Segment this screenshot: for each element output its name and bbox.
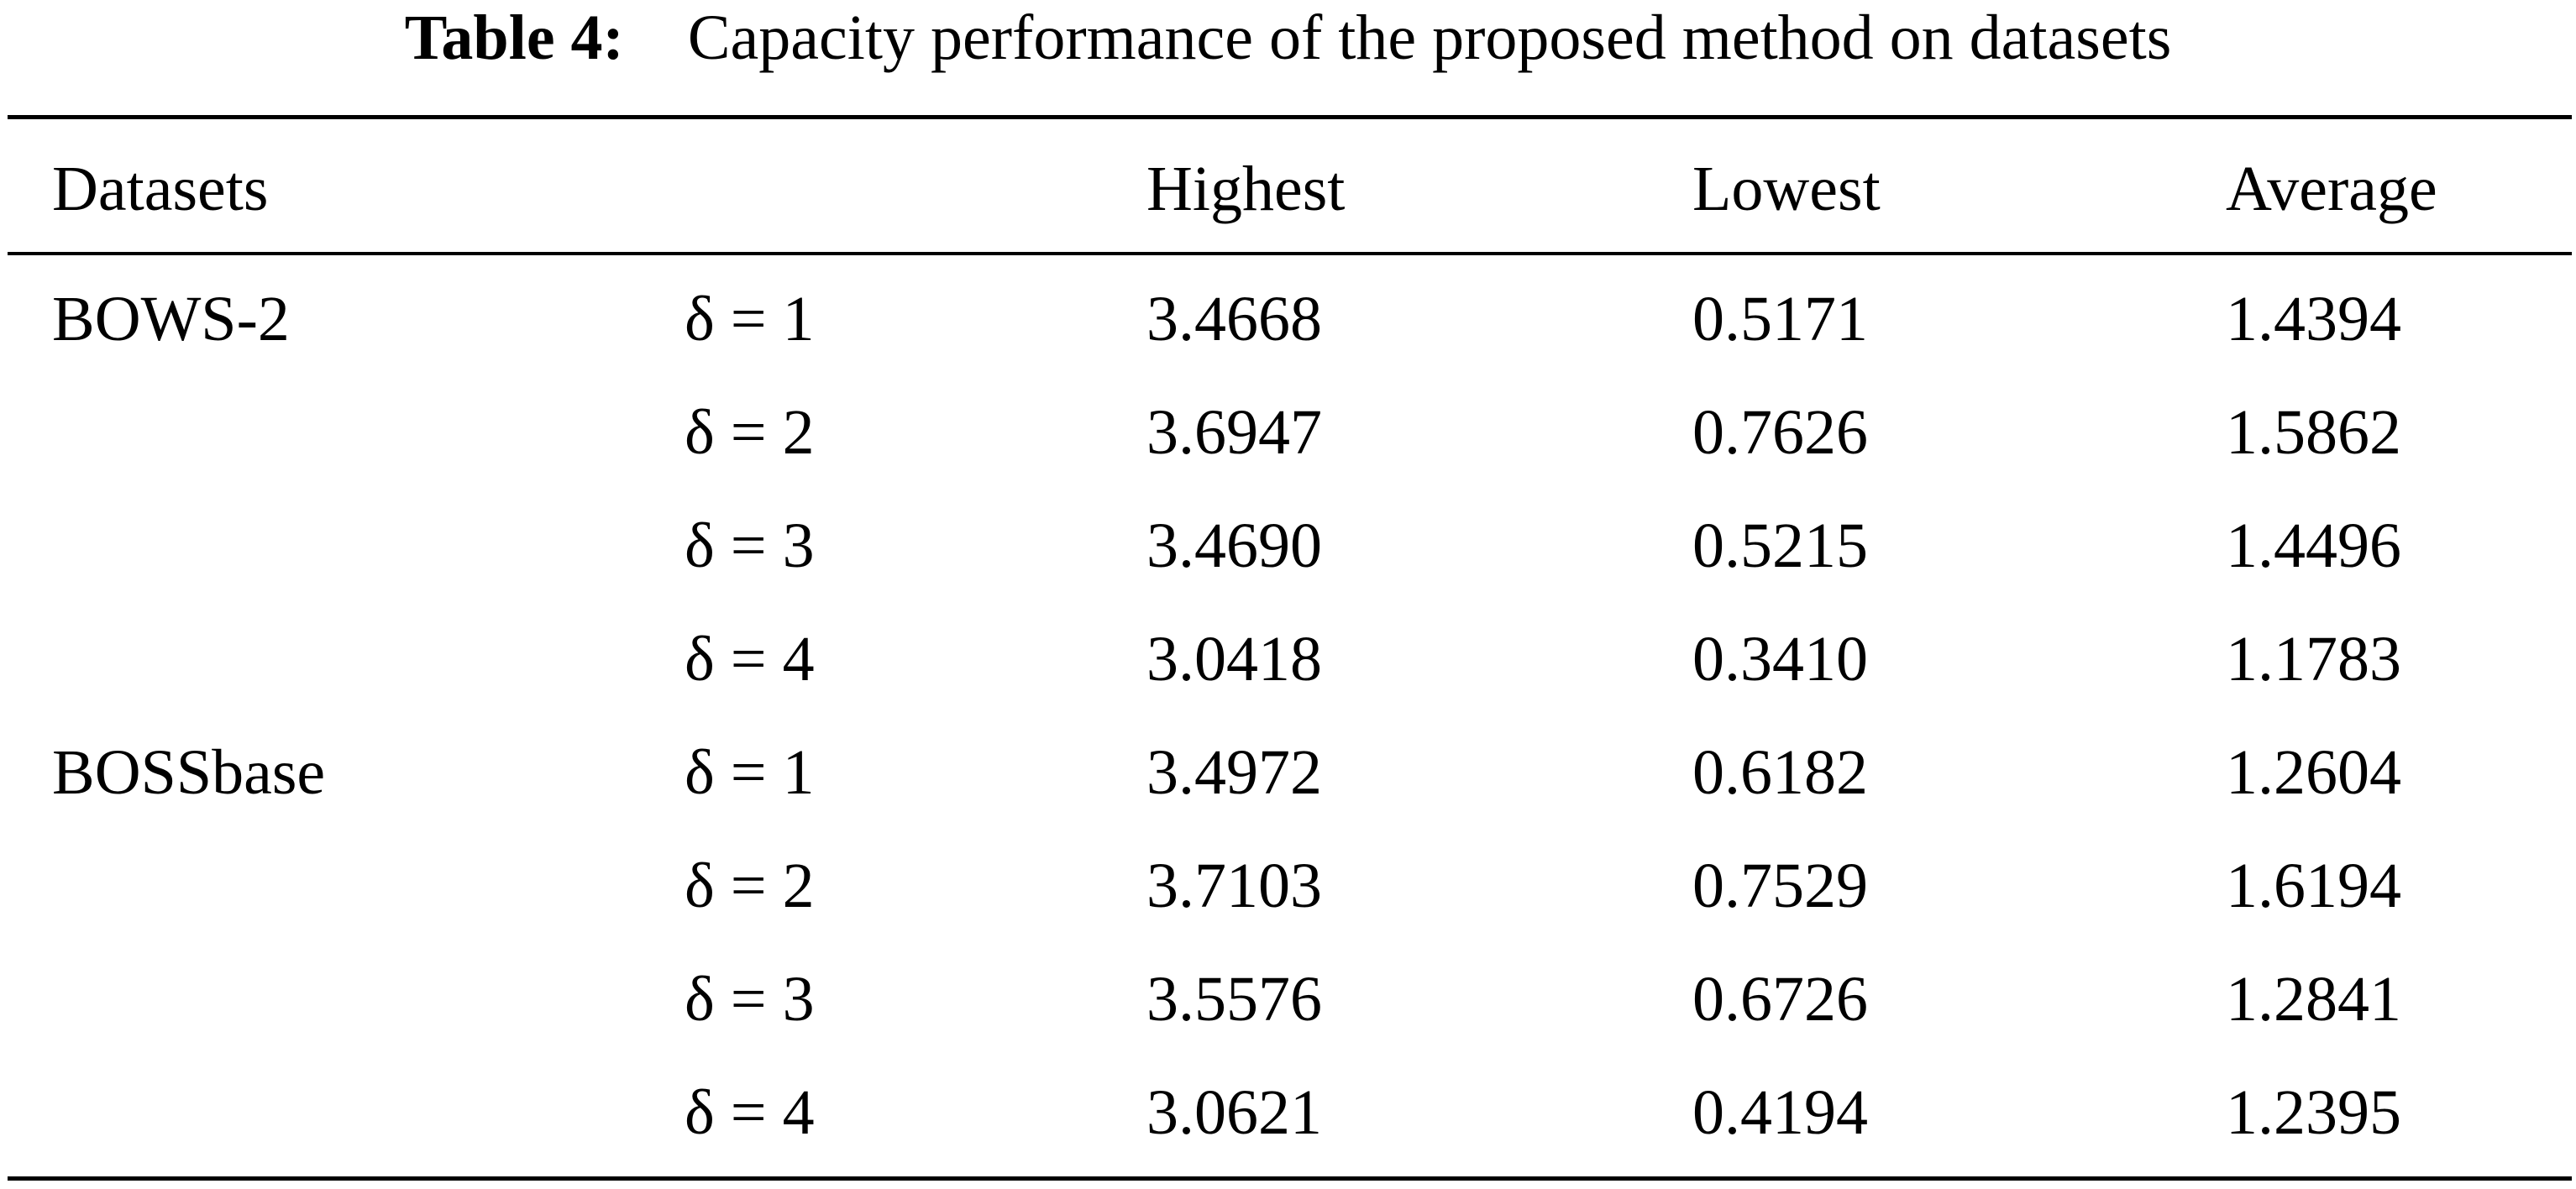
table-header-rule	[8, 252, 2572, 255]
delta-cell: δ = 3	[685, 964, 815, 1034]
delta-cell: δ = 1	[685, 737, 815, 808]
average-cell: 1.2604	[2226, 737, 2401, 808]
average-cell: 1.5862	[2226, 397, 2401, 468]
delta-cell: δ = 1	[685, 284, 815, 354]
delta-cell: δ = 4	[685, 1077, 815, 1148]
table-caption: Table 4: Capacity performance of the pro…	[0, 0, 2576, 84]
table-bottom-rule	[8, 1176, 2572, 1181]
column-header-lowest: Lowest	[1692, 154, 1881, 224]
lowest-cell: 0.7626	[1692, 397, 1868, 468]
column-header-highest: Highest	[1146, 154, 1346, 224]
highest-cell: 3.4690	[1146, 511, 1322, 581]
delta-cell: δ = 4	[685, 624, 815, 694]
delta-cell: δ = 2	[685, 851, 815, 921]
highest-cell: 3.5576	[1146, 964, 1322, 1034]
highest-cell: 3.4668	[1146, 284, 1322, 354]
column-header-average: Average	[2226, 154, 2437, 224]
highest-cell: 3.7103	[1146, 851, 1322, 921]
average-cell: 1.2395	[2226, 1077, 2401, 1148]
highest-cell: 3.0418	[1146, 624, 1322, 694]
lowest-cell: 0.3410	[1692, 624, 1868, 694]
lowest-cell: 0.6182	[1692, 737, 1868, 808]
lowest-cell: 0.4194	[1692, 1077, 1868, 1148]
delta-cell: δ = 3	[685, 511, 815, 581]
highest-cell: 3.4972	[1146, 737, 1322, 808]
column-header-datasets: Datasets	[52, 154, 269, 224]
average-cell: 1.4496	[2226, 511, 2401, 581]
lowest-cell: 0.5215	[1692, 511, 1868, 581]
dataset-cell: BOSSbase	[52, 737, 326, 808]
dataset-cell: BOWS-2	[52, 284, 290, 354]
table-caption-text: Capacity performance of the proposed met…	[687, 3, 2172, 73]
delta-cell: δ = 2	[685, 397, 815, 468]
lowest-cell: 0.7529	[1692, 851, 1868, 921]
table-caption-spacer	[640, 3, 672, 73]
highest-cell: 3.6947	[1146, 397, 1322, 468]
average-cell: 1.4394	[2226, 284, 2401, 354]
average-cell: 1.1783	[2226, 624, 2401, 694]
table-caption-label: Table 4:	[404, 3, 624, 73]
lowest-cell: 0.6726	[1692, 964, 1868, 1034]
highest-cell: 3.0621	[1146, 1077, 1322, 1148]
average-cell: 1.6194	[2226, 851, 2401, 921]
table-top-rule	[8, 115, 2572, 119]
average-cell: 1.2841	[2226, 964, 2401, 1034]
lowest-cell: 0.5171	[1692, 284, 1868, 354]
